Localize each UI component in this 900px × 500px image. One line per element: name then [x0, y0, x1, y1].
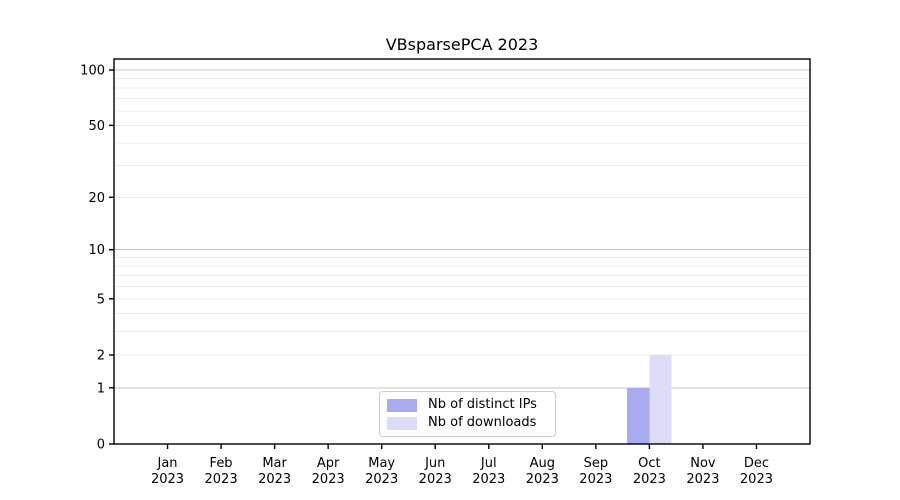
x-tick-label-year-1: 2023: [205, 472, 238, 487]
y-tick-label-50: 50: [88, 119, 105, 134]
x-tick-label-year-10: 2023: [686, 472, 719, 487]
y-tick-label-5: 5: [97, 292, 105, 307]
y-tick-label-10: 10: [88, 243, 105, 258]
y-tick-label-2: 2: [97, 348, 105, 363]
legend-item-downloads: Nb of downloads: [387, 415, 547, 431]
legend-label-distinct-ips: Nb of distinct IPs: [428, 397, 537, 412]
legend-swatch-downloads-icon: [387, 416, 417, 430]
x-tick-label-month-11: Dec: [744, 456, 769, 471]
x-tick-label-month-5: Jun: [424, 456, 445, 471]
axes-spines: [113, 58, 811, 445]
x-tick-label-month-3: Apr: [317, 456, 340, 471]
y-tick-label-100: 100: [80, 64, 105, 79]
chart-title: VBsparsePCA 2023: [385, 35, 539, 54]
x-tick-label-year-2: 2023: [258, 472, 291, 487]
x-tick-label-year-11: 2023: [740, 472, 773, 487]
x-tick-label-month-6: Jul: [480, 456, 497, 471]
x-tick-label-month-1: Feb: [210, 456, 233, 471]
x-tick-label-year-4: 2023: [365, 472, 398, 487]
y-tick-label-0: 0: [97, 438, 105, 453]
x-tick-label-year-8: 2023: [579, 472, 612, 487]
legend-item-distinct-ips: Nb of distinct IPs: [387, 397, 547, 413]
x-tick-label-month-7: Aug: [530, 456, 555, 471]
x-tick-label-month-2: Mar: [262, 456, 287, 471]
bar-nb-of-distinct-ips-oct-2023: [627, 387, 650, 444]
x-tick-label-year-9: 2023: [633, 472, 666, 487]
y-tick-label-1: 1: [97, 381, 105, 396]
x-tick-label-month-4: May: [368, 456, 395, 471]
x-tick-label-year-0: 2023: [151, 472, 184, 487]
x-tick-label-month-8: Sep: [584, 456, 609, 471]
bar-nb-of-downloads-oct-2023: [649, 354, 672, 444]
x-tick-label-month-0: Jan: [157, 456, 178, 471]
x-tick-label-month-9: Oct: [638, 456, 660, 471]
legend: Nb of distinct IPs Nb of downloads: [379, 391, 556, 437]
y-tick-label-20: 20: [88, 191, 105, 206]
x-tick-label-year-5: 2023: [419, 472, 452, 487]
x-tick-label-year-3: 2023: [312, 472, 345, 487]
x-tick-label-year-6: 2023: [472, 472, 505, 487]
x-tick-label-month-10: Nov: [690, 456, 716, 471]
legend-label-downloads: Nb of downloads: [428, 415, 537, 430]
x-tick-label-year-7: 2023: [526, 472, 559, 487]
legend-swatch-distinct-ips-icon: [387, 398, 417, 412]
